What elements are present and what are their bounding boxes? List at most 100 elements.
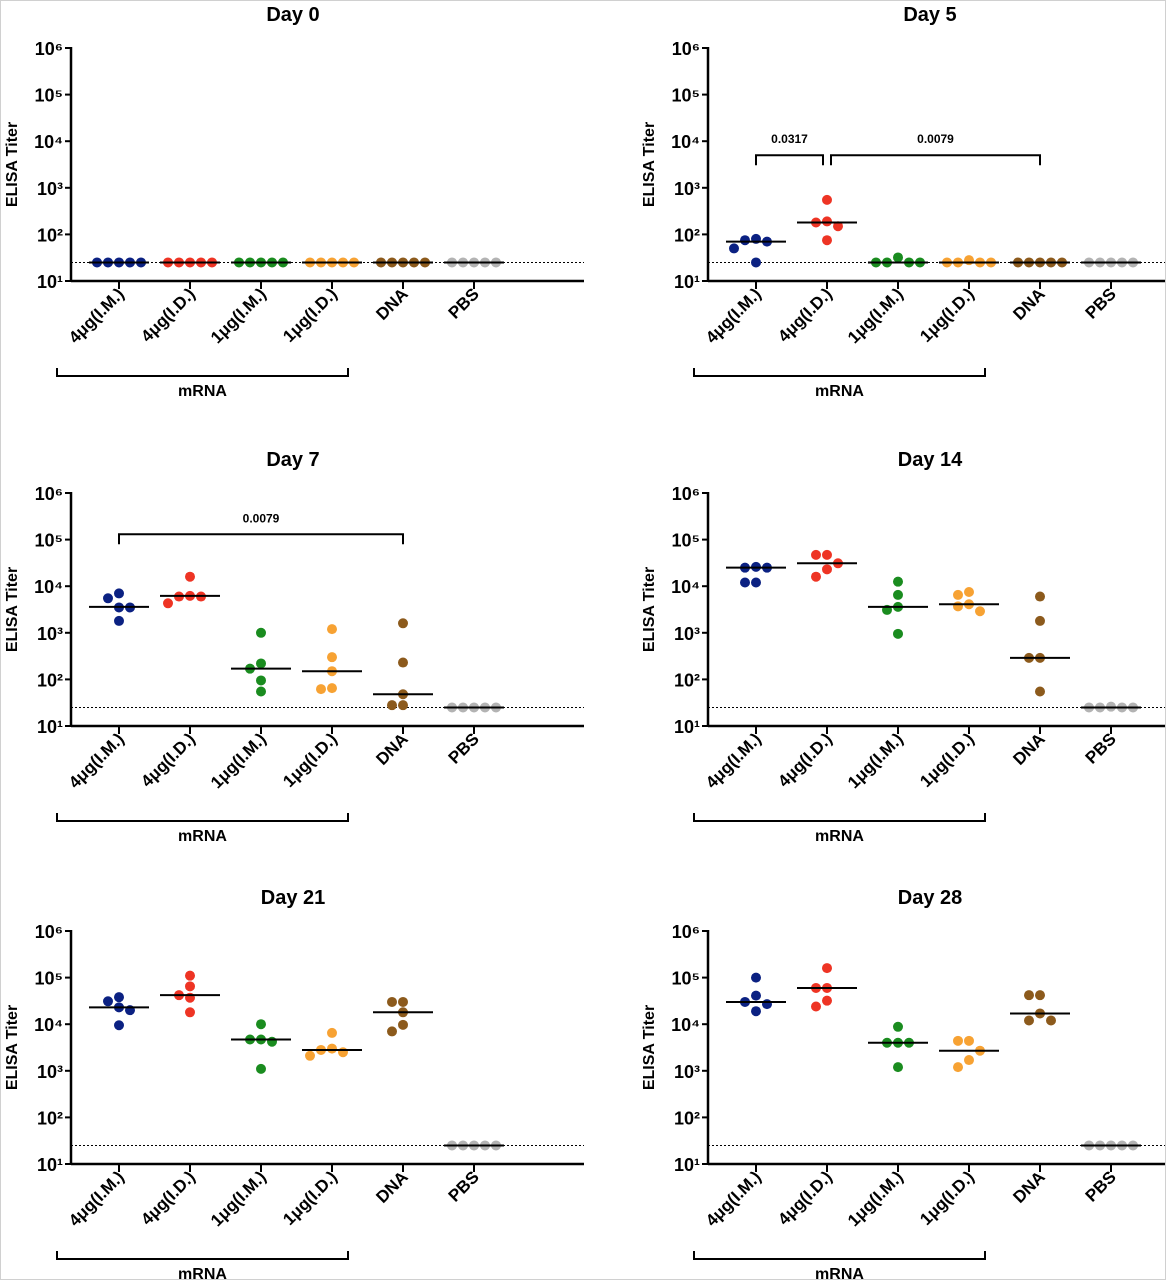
y-tick-label: 10⁴ [34,577,63,597]
significance-bracket [118,533,404,545]
x-tick-label: PBS [445,1167,483,1205]
chart-title: Day 14 [898,449,963,471]
p-value-label: 0.0079 [917,132,954,146]
data-point [751,577,761,588]
data-point [305,1050,315,1061]
y-tick-label: 10³ [37,624,63,644]
x-tick-label: 4μg(I.M.) [65,284,128,347]
x-tick-label: 1μg(I.D.) [279,1167,341,1229]
group-bracket [693,813,986,822]
data-point [893,1062,903,1073]
data-point [1024,1015,1034,1026]
y-tick-label: 10⁴ [671,1015,700,1035]
x-tick-label: 1μg(I.M.) [844,729,907,792]
y-tick-label: 10⁴ [34,132,63,152]
data-point [327,1043,337,1054]
y-tick-label: 10¹ [37,272,63,292]
significance-bracket [830,154,1041,166]
y-tick-label: 10⁵ [672,969,700,989]
chart-panel: Day 0 ELISA Titer 10¹ 10² 10³ 10⁴ 10⁵ 10⁶ 4μg(I.… [4,4,584,400]
y-tick-label: 10⁵ [35,86,63,106]
data-point [114,615,124,626]
x-tick-label: 1μg(I.M.) [844,284,907,347]
y-tick-label: 10² [37,1108,63,1128]
data-point [114,992,124,1003]
data-point [256,658,266,669]
y-tick-label: 10⁶ [672,484,700,504]
y-axis-label: ELISA Titer [4,1005,21,1090]
data-point [256,686,266,697]
y-tick-label: 10¹ [674,1155,700,1175]
x-tick-label: DNA [1009,1167,1048,1206]
x-tick-label: 4μg(I.D.) [137,729,199,791]
x-tick-label: 4μg(I.M.) [702,284,765,347]
data-point [1046,1015,1056,1026]
x-tick-label: 1μg(I.M.) [207,284,270,347]
group-label: mRNA [815,383,864,400]
x-tick-label: PBS [445,284,483,322]
data-point [185,571,195,582]
x-tick-label: 4μg(I.M.) [65,1167,128,1230]
data-point [751,972,761,983]
group-label: mRNA [815,1266,864,1280]
data-point [1035,591,1045,602]
data-point [1035,615,1045,626]
data-point [387,996,397,1007]
data-point [893,252,903,263]
chart-panel: Day 21 ELISA Titer 10¹ 10² 10³ 10⁴ 10⁵ 10⁶ 4μg(I… [4,887,584,1279]
data-point [811,1001,821,1012]
x-tick-label: PBS [445,729,483,767]
y-tick-label: 10¹ [674,272,700,292]
x-tick-label: PBS [1082,1167,1120,1205]
y-tick-label: 10³ [674,624,700,644]
data-point [185,1007,195,1018]
data-point [811,549,821,560]
data-point [893,628,903,639]
data-point [751,257,761,268]
y-tick-label: 10⁵ [672,531,700,551]
data-point [822,995,832,1006]
significance-bracket [755,154,824,166]
data-point [740,235,750,246]
y-tick-label: 10⁵ [35,969,63,989]
chart-title: Day 21 [261,887,326,909]
x-tick-label: 1μg(I.D.) [279,284,341,346]
y-tick-label: 10¹ [37,717,63,737]
y-tick-label: 10² [674,1108,700,1128]
x-tick-label: DNA [372,1167,411,1206]
data-point [256,675,266,686]
y-tick-label: 10⁵ [35,531,63,551]
data-point [762,999,772,1010]
data-point [822,549,832,560]
data-point [185,970,195,981]
y-tick-label: 10¹ [37,1155,63,1175]
x-tick-label: 4μg(I.D.) [137,1167,199,1229]
data-point [964,1055,974,1066]
x-tick-label: DNA [372,729,411,768]
y-axis-label: ELISA Titer [641,122,658,207]
x-tick-label: 4μg(I.M.) [702,729,765,792]
data-point [811,571,821,582]
data-point [822,216,832,227]
data-point [751,1006,761,1017]
y-tick-label: 10⁴ [34,1015,63,1035]
data-point [398,1019,408,1030]
chart-title: Day 0 [266,4,319,26]
data-point [387,700,397,711]
data-point [327,652,337,663]
data-point [833,221,843,232]
data-point [327,1027,337,1038]
group-label: mRNA [178,828,227,845]
x-tick-label: 1μg(I.D.) [916,729,978,791]
group-bracket [56,813,349,822]
y-tick-label: 10² [674,670,700,690]
data-point [822,194,832,205]
data-point [964,1035,974,1046]
data-point [953,1062,963,1073]
y-axis-label: ELISA Titer [641,567,658,652]
data-point [893,576,903,587]
p-value-label: 0.0317 [771,132,808,146]
data-point [1035,990,1045,1001]
x-tick-label: DNA [372,284,411,323]
